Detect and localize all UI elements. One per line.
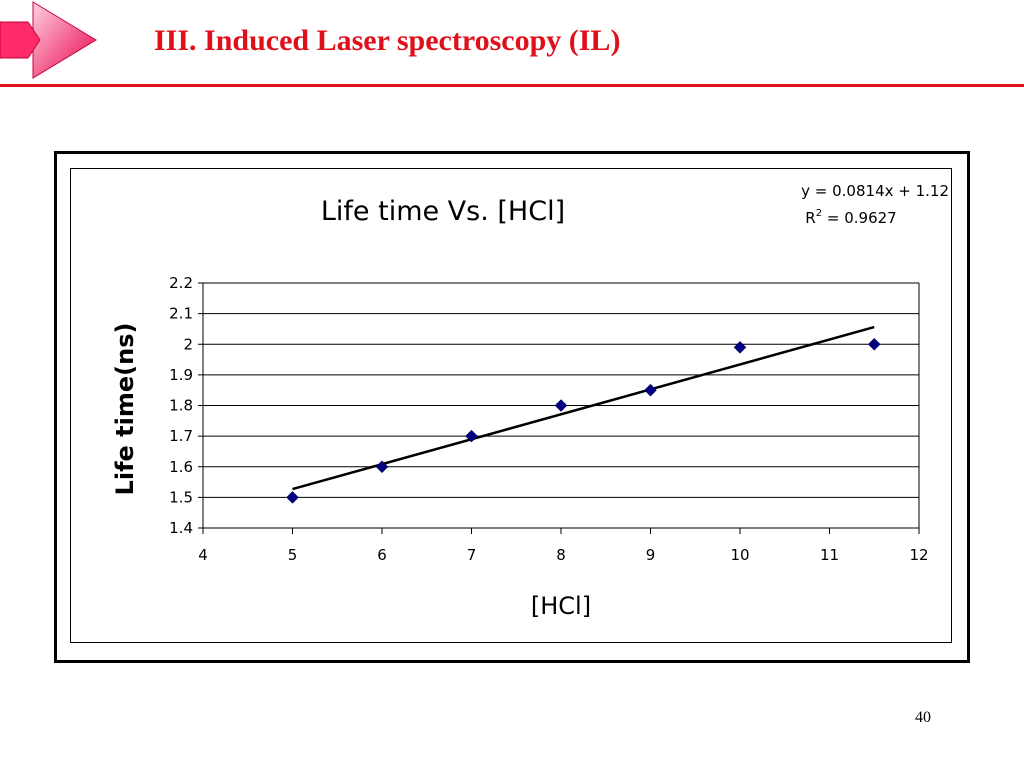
r2-value: = 0.9627 bbox=[822, 209, 897, 227]
data-point bbox=[286, 491, 299, 504]
x-tick-label: 12 bbox=[909, 546, 928, 564]
pink-arrow-icon bbox=[0, 1, 97, 79]
r2-prefix: R bbox=[805, 209, 815, 227]
x-tick-label: 4 bbox=[198, 546, 208, 564]
y-tick-label: 1.9 bbox=[169, 366, 193, 384]
data-point bbox=[375, 460, 389, 474]
r-squared-label: R2 = 0.9627 bbox=[805, 208, 896, 227]
x-tick-label: 9 bbox=[646, 546, 656, 564]
data-point bbox=[867, 337, 881, 351]
data-point bbox=[554, 399, 568, 412]
y-tick-label: 1.8 bbox=[169, 397, 193, 415]
x-tick-label: 5 bbox=[288, 546, 298, 564]
x-tick-label: 11 bbox=[820, 546, 839, 564]
y-tick-label: 2.1 bbox=[169, 305, 193, 323]
x-axis-label: [HCl] bbox=[531, 592, 591, 620]
data-point bbox=[465, 429, 478, 443]
x-tick-label: 7 bbox=[467, 546, 477, 564]
y-tick-label: 1.6 bbox=[169, 458, 193, 476]
data-point bbox=[733, 340, 747, 354]
trendline bbox=[292, 325, 875, 491]
data-point bbox=[644, 383, 657, 397]
y-tick-label: 1.4 bbox=[169, 519, 193, 537]
y-tick-label: 2 bbox=[183, 335, 193, 353]
x-tick-label: 6 bbox=[377, 546, 387, 564]
x-tick-label: 10 bbox=[730, 546, 749, 564]
trendline-equation: y = 0.0814x + 1.12 bbox=[801, 182, 949, 200]
r2-superscript: 2 bbox=[816, 208, 822, 219]
y-tick-label: 1.5 bbox=[169, 488, 193, 506]
y-tick-label: 2.2 bbox=[169, 274, 193, 292]
slide-title: III. Induced Laser spectroscopy (IL) bbox=[154, 24, 621, 57]
chart-title: Life time Vs. [HCl] bbox=[321, 196, 565, 227]
y-tick-label: 1.7 bbox=[169, 427, 193, 445]
x-tick-label: 8 bbox=[556, 546, 566, 564]
chart-area: 1.4 1.5 1.6 1.7 1.8 1.9 2 2.1 2.2 4 5 6 7 8 9 10 11 12 Lif… bbox=[70, 168, 952, 643]
title-divider bbox=[0, 84, 1024, 87]
y-axis-label: Life time(ns) bbox=[111, 323, 139, 496]
chart-frame: 1.4 1.5 1.6 1.7 1.8 1.9 2 2.1 2.2 4 5 6 7 8 9 10 11 12 Lif… bbox=[54, 151, 970, 663]
scatter-chart: 1.4 1.5 1.6 1.7 1.8 1.9 2 2.1 2.2 4 5 6 7 8 9 10 11 12 Lif… bbox=[111, 182, 949, 620]
page-number: 40 bbox=[915, 709, 931, 726]
